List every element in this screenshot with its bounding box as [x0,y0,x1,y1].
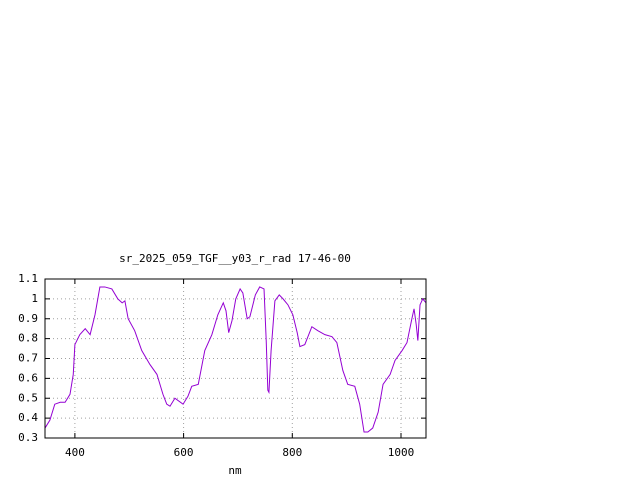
y-tick-label: 1.1 [18,272,38,285]
y-tick-label: 0.8 [18,332,38,345]
plot-border [44,278,427,439]
chart-title: sr_2025_059_TGF__y03_r_rad 17-46-00 [119,252,351,265]
y-tick-label: 0.5 [18,391,38,404]
y-tick-label: 0.9 [18,312,38,325]
x-tick-label: 1000 [388,446,415,459]
x-tick-label: 600 [174,446,194,459]
y-tick-label: 0.7 [18,352,38,365]
y-tick-label: 0.6 [18,371,38,384]
x-axis-label: nm [228,464,242,477]
x-tick-label: 400 [65,446,85,459]
x-tick-label: 800 [282,446,302,459]
y-tick-label: 1 [31,292,38,305]
y-tick-label: 0.4 [18,411,38,424]
data-line [44,286,427,433]
y-tick-label: 0.3 [18,431,38,444]
